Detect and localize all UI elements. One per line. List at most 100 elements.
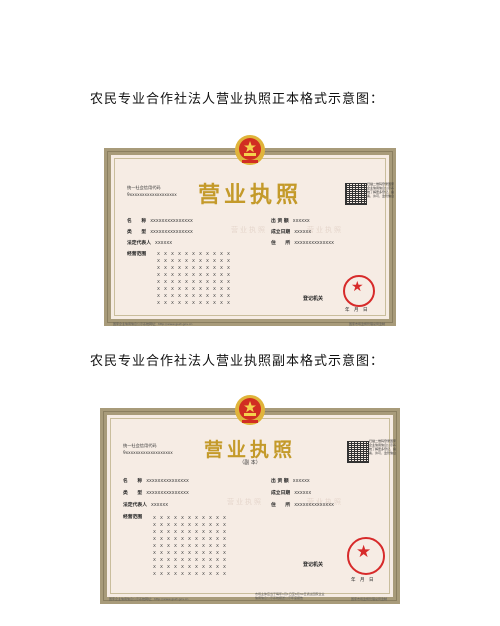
- scope-char: x: [174, 529, 177, 535]
- scope-char: x: [213, 279, 216, 285]
- scope-char: x: [192, 286, 195, 292]
- scope-char: x: [160, 543, 163, 549]
- scope-char: x: [181, 557, 184, 563]
- scope-char: x: [192, 279, 195, 285]
- scope-char: x: [227, 293, 230, 299]
- field-scope: 经营范围: [123, 515, 143, 520]
- credit-code-label: 统一社会信用代码: [127, 185, 161, 190]
- scope-char: x: [153, 564, 156, 570]
- field-address: 住 所 xxxxxxxxxxxxxx: [271, 241, 334, 246]
- scope-char: x: [171, 251, 174, 257]
- footer-website: 国家企业信用信息公示系统网址：http://www.gsxt.gov.cn: [109, 597, 189, 601]
- scope-char: x: [195, 557, 198, 563]
- scope-char: x: [188, 543, 191, 549]
- scope-char: x: [209, 536, 212, 542]
- field-capital: 出 资 额 xxxxxx: [271, 219, 310, 224]
- scope-char: x: [192, 272, 195, 278]
- issue-date: 年 月 日: [345, 308, 368, 313]
- field-date: 成立日期 xxxxxx: [271, 230, 312, 235]
- scope-char: x: [174, 550, 177, 556]
- scope-char: x: [164, 272, 167, 278]
- scope-char: x: [202, 536, 205, 542]
- scope-char: x: [227, 272, 230, 278]
- field-legal-rep: 法定代表人 xxxxxx: [127, 241, 173, 246]
- scope-char: x: [202, 522, 205, 528]
- scope-char: x: [192, 265, 195, 271]
- scope-char: x: [220, 293, 223, 299]
- scope-char: x: [178, 300, 181, 306]
- scope-char: x: [153, 515, 156, 521]
- issuer-label: 登记机关: [303, 296, 324, 302]
- scope-char: x: [195, 536, 198, 542]
- seal-star-icon: ★: [351, 279, 364, 295]
- scope-char: x: [174, 571, 177, 577]
- scope-char: x: [174, 543, 177, 549]
- scope-char: x: [178, 272, 181, 278]
- scope-char: x: [178, 265, 181, 271]
- scope-char: x: [160, 557, 163, 563]
- scope-char: x: [164, 279, 167, 285]
- scope-char: x: [202, 571, 205, 577]
- scope-char: x: [202, 564, 205, 570]
- license-title: 营业执照: [203, 439, 297, 461]
- scope-char: x: [216, 571, 219, 577]
- watermark: 营业执照: [307, 226, 343, 234]
- scope-char: x: [216, 529, 219, 535]
- scope-char: x: [220, 272, 223, 278]
- scope-char: x: [223, 557, 226, 563]
- scope-char: x: [199, 286, 202, 292]
- scope-char: x: [195, 515, 198, 521]
- scope-char: x: [164, 293, 167, 299]
- scope-char: x: [209, 571, 212, 577]
- scope-char: x: [213, 300, 216, 306]
- scope-char: x: [160, 550, 163, 556]
- scope-char: x: [185, 265, 188, 271]
- scope-char: x: [227, 286, 230, 292]
- scope-char: x: [192, 293, 195, 299]
- scope-char: x: [188, 536, 191, 542]
- credit-code-value: 9xxxxxxxxxxxxxxxxxxx: [127, 192, 177, 197]
- national-emblem-icon: [235, 395, 265, 425]
- scope-char: x: [195, 543, 198, 549]
- scope-char: x: [185, 300, 188, 306]
- scope-char: x: [220, 265, 223, 271]
- scope-char: x: [181, 536, 184, 542]
- scope-char: x: [216, 522, 219, 528]
- scope-char: x: [195, 564, 198, 570]
- heading-original: 农民专业合作社法人营业执照正本格式示意图：: [90, 92, 385, 107]
- watermark: 营业执照: [307, 498, 343, 506]
- license-title: 营业执照: [197, 183, 303, 208]
- scope-char: x: [206, 300, 209, 306]
- scope-char: x: [199, 265, 202, 271]
- scope-char: x: [195, 550, 198, 556]
- duplicate-subtitle: （副 本）: [239, 460, 261, 466]
- scope-char: x: [192, 251, 195, 257]
- scope-char: x: [213, 272, 216, 278]
- scope-char: x: [199, 272, 202, 278]
- scope-char: x: [174, 515, 177, 521]
- footer-annual-report-note: 市场主体应当于每年1月1日至6月30日通过国家企业信用信息公示系统报送公示年度报…: [255, 592, 325, 600]
- scope-char: x: [160, 515, 163, 521]
- scope-char: x: [220, 300, 223, 306]
- field-legal-rep: 法定代表人 xxxxxx: [123, 503, 169, 508]
- scope-char: x: [164, 286, 167, 292]
- scope-char: x: [188, 522, 191, 528]
- field-name: 名 称 xxxxxxxxxxxxxxx: [127, 219, 193, 224]
- scope-char: x: [157, 286, 160, 292]
- scope-char: x: [178, 258, 181, 264]
- scope-char: x: [164, 251, 167, 257]
- scope-char: x: [185, 286, 188, 292]
- scope-char: x: [216, 557, 219, 563]
- scope-char: x: [167, 529, 170, 535]
- scope-char: x: [213, 251, 216, 257]
- scope-char: x: [164, 258, 167, 264]
- scope-char: x: [181, 550, 184, 556]
- scope-char: x: [202, 557, 205, 563]
- scope-char: x: [157, 258, 160, 264]
- scope-char: x: [188, 571, 191, 577]
- scope-char: x: [153, 557, 156, 563]
- scope-char: x: [227, 265, 230, 271]
- scope-char: x: [206, 279, 209, 285]
- field-address: 住 所 xxxxxxxxxxxxxx: [271, 503, 334, 508]
- scope-char: x: [213, 293, 216, 299]
